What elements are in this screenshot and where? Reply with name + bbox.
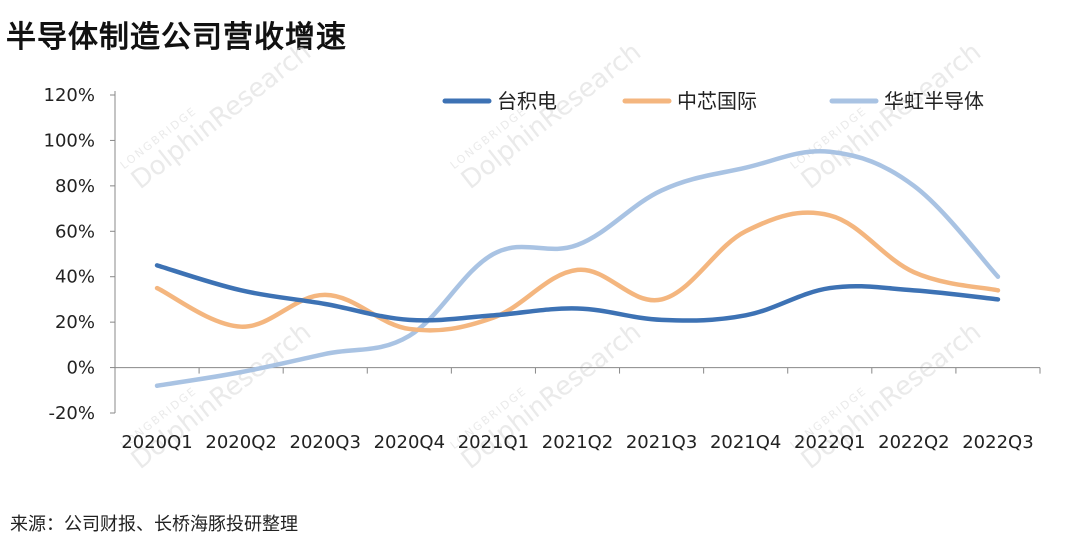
watermark-text: DolphinResearch [456, 37, 647, 196]
y-tick-label: 120% [44, 85, 95, 106]
series-line-2 [154, 210, 1001, 333]
x-tick-label: 2021Q4 [710, 432, 781, 453]
y-tick-label: 40% [55, 267, 95, 288]
x-tick-label: 2020Q2 [205, 432, 276, 453]
x-tick-label: 2022Q1 [794, 432, 865, 453]
y-tick-label: 100% [44, 130, 95, 151]
series-line-1 [154, 263, 1001, 323]
chart-legend: 台积电 中芯国际 华虹半导体 [442, 89, 984, 113]
series-layer [154, 148, 1001, 388]
legend-label-3: 华虹半导体 [884, 89, 984, 113]
chart-title: 半导体制造公司营收增速 [6, 20, 347, 55]
y-tick-label: 0% [66, 358, 95, 379]
x-tick-label: 2020Q4 [374, 432, 445, 453]
x-tick-label: 2021Q2 [542, 432, 613, 453]
y-tick-label: 20% [55, 312, 95, 333]
x-tick-label: 2022Q3 [962, 432, 1033, 453]
x-tick-label: 2020Q3 [290, 432, 361, 453]
watermark-text: DolphinResearch [126, 37, 317, 196]
legend-label-2: 中芯国际 [677, 89, 757, 113]
y-tick-label: 60% [55, 221, 95, 242]
x-tick-label: 2021Q3 [626, 432, 697, 453]
source-note: 来源：公司财报、长桥海豚投研整理 [10, 514, 298, 535]
x-tick-label: 2022Q2 [878, 432, 949, 453]
legend-label-1: 台积电 [497, 89, 557, 113]
series-line-3 [154, 148, 1001, 388]
chart-axes: -20% 0% 20% 40% 60% 80% 100% 120% 2020Q1 2020Q2 20… [44, 85, 1041, 453]
y-tick-label: -20% [48, 403, 95, 424]
y-tick-label: 80% [55, 176, 95, 197]
x-tick-label: 2020Q1 [121, 432, 192, 453]
x-tick-label: 2021Q1 [458, 432, 529, 453]
